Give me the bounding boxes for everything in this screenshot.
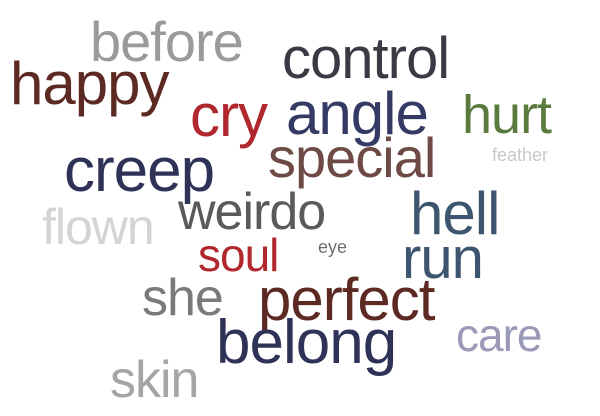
word-skin: skin — [110, 351, 199, 409]
word-cry: cry — [190, 82, 268, 149]
word-she: she — [142, 269, 224, 327]
word-before: before — [90, 10, 244, 73]
word-special: special — [268, 126, 436, 189]
word-flown: flown — [42, 199, 155, 255]
word-eye: eye — [318, 237, 348, 257]
word-feather: feather — [492, 145, 549, 165]
word-soul: soul — [198, 229, 279, 281]
word-belong: belong — [216, 308, 397, 377]
word-hurt: hurt — [462, 85, 552, 145]
word-creep: creep — [64, 136, 215, 205]
word-hell: hell — [410, 180, 500, 247]
word-perfect: perfect — [258, 266, 435, 333]
word-happy: happy — [10, 50, 169, 117]
word-control: control — [282, 26, 450, 91]
word-angle: angle — [286, 80, 429, 147]
word-run: run — [402, 226, 484, 291]
word-weirdo: weirdo — [178, 183, 326, 241]
word-care: care — [456, 309, 542, 361]
